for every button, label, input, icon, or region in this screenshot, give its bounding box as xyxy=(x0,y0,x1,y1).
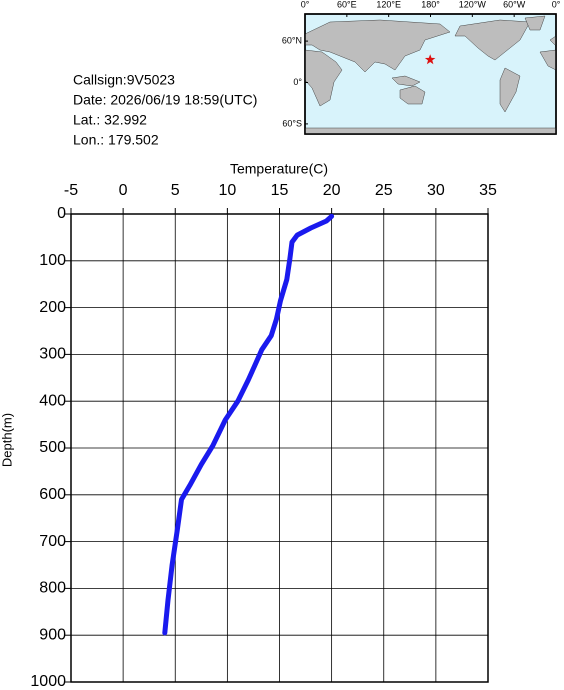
y-tick-label: 800 xyxy=(39,580,66,597)
x-tick-label: 15 xyxy=(271,182,289,199)
map-lon-label: 0° xyxy=(301,0,310,9)
x-tick-label: -5 xyxy=(64,182,78,199)
info-line: Lat.: 32.992 xyxy=(73,112,147,128)
y-tick-label: 1000 xyxy=(30,673,66,690)
info-line: Lon.: 179.502 xyxy=(73,132,159,148)
x-axis-label: Temperature(C) xyxy=(230,161,328,177)
station-info: Callsign:9V5023 Date: 2026/06/19 18:59(UT… xyxy=(73,72,257,148)
map-lon-label: 180° xyxy=(421,0,440,9)
y-tick-label: 400 xyxy=(39,392,66,409)
info-line: Callsign:9V5023 xyxy=(73,72,175,88)
x-tick-label: 20 xyxy=(323,182,341,199)
y-tick-label: 600 xyxy=(39,486,66,503)
land xyxy=(304,15,557,135)
x-tick-label: 25 xyxy=(375,182,393,199)
x-tick-label: 30 xyxy=(427,182,445,199)
y-tick-label: 100 xyxy=(39,252,66,269)
plot-frame xyxy=(70,213,489,683)
y-tick-label: 300 xyxy=(39,346,66,363)
temperature-profile xyxy=(162,213,335,636)
map-lon-label: 120°W xyxy=(459,0,487,9)
map-lon-label: 60°W xyxy=(503,0,526,9)
x-tick-label: 5 xyxy=(171,182,180,199)
y-tick-label: 900 xyxy=(39,626,66,643)
y-tick-label: 500 xyxy=(39,439,66,456)
map-lat-label: 0° xyxy=(293,77,302,87)
station-marker xyxy=(424,54,436,65)
y-tick-label: 700 xyxy=(39,533,66,550)
map-lon-label: 60°E xyxy=(337,0,357,9)
map-lon-label: 0° xyxy=(552,0,561,9)
y-axis-label: Depth(m) xyxy=(0,413,14,467)
info-line: Date: 2026/06/19 18:59(UTC) xyxy=(73,92,257,108)
x-tick-label: 0 xyxy=(119,182,128,199)
map-lat-label: 60°N xyxy=(282,35,302,45)
map-lon-label: 120°E xyxy=(376,0,401,9)
y-tick-label: 200 xyxy=(39,299,66,316)
x-tick-label: 10 xyxy=(218,182,236,199)
y-tick-label: 0 xyxy=(57,205,66,222)
map-lat-label: 60°S xyxy=(282,118,302,128)
world-map: 0° 60°E 120°E 180° 120°W 60°W 0° 60°N 0° 60°S xyxy=(282,0,561,135)
x-tick-label: 35 xyxy=(479,182,497,199)
